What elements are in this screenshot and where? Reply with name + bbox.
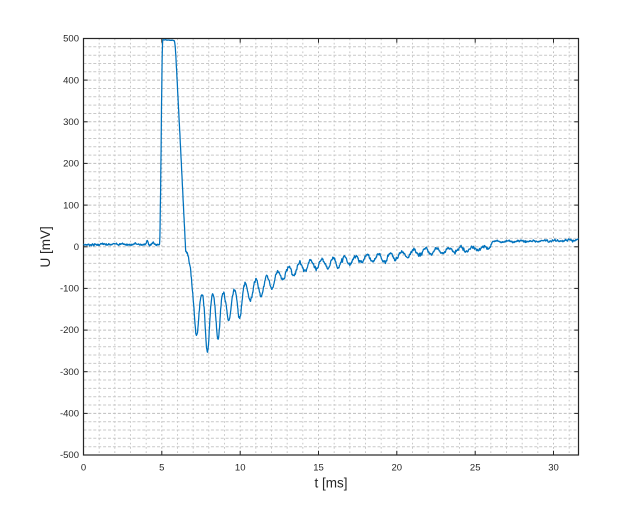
- svg-text:-200: -200: [60, 325, 79, 336]
- svg-text:-300: -300: [60, 367, 79, 378]
- svg-text:t [ms]: t [ms]: [315, 476, 348, 491]
- svg-text:0: 0: [81, 462, 86, 473]
- svg-text:5: 5: [159, 462, 164, 473]
- svg-text:-100: -100: [60, 284, 79, 295]
- svg-text:500: 500: [63, 34, 79, 45]
- svg-text:20: 20: [392, 462, 403, 473]
- svg-text:300: 300: [63, 117, 79, 128]
- svg-text:15: 15: [313, 462, 324, 473]
- svg-text:200: 200: [63, 159, 79, 170]
- svg-text:0: 0: [74, 242, 79, 253]
- svg-text:U [mV]: U [mV]: [38, 226, 53, 267]
- svg-text:-500: -500: [60, 450, 79, 461]
- svg-text:100: 100: [63, 200, 79, 211]
- svg-text:30: 30: [548, 462, 559, 473]
- svg-text:-400: -400: [60, 409, 79, 420]
- svg-text:400: 400: [63, 75, 79, 86]
- svg-text:10: 10: [235, 462, 246, 473]
- svg-text:25: 25: [470, 462, 481, 473]
